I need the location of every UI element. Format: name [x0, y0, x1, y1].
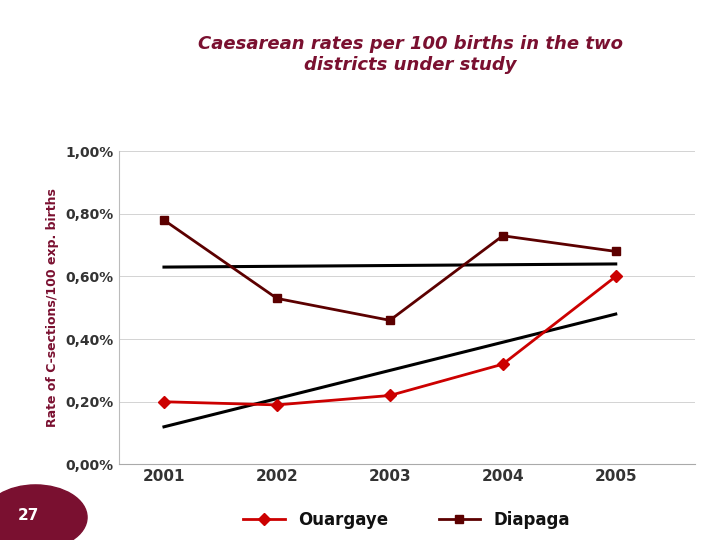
Y-axis label: Rate of C-sections/100 exp. births: Rate of C-sections/100 exp. births — [46, 188, 59, 427]
Ellipse shape — [0, 485, 87, 540]
Legend: Ouargaye, Diapaga: Ouargaye, Diapaga — [237, 504, 577, 536]
Text: Access to life saving interventions: Access to life saving interventions — [22, 19, 535, 45]
Text: Caesarean rates per 100 births in the two
districts under study: Caesarean rates per 100 births in the tw… — [198, 35, 623, 74]
Text: 27: 27 — [17, 508, 39, 523]
